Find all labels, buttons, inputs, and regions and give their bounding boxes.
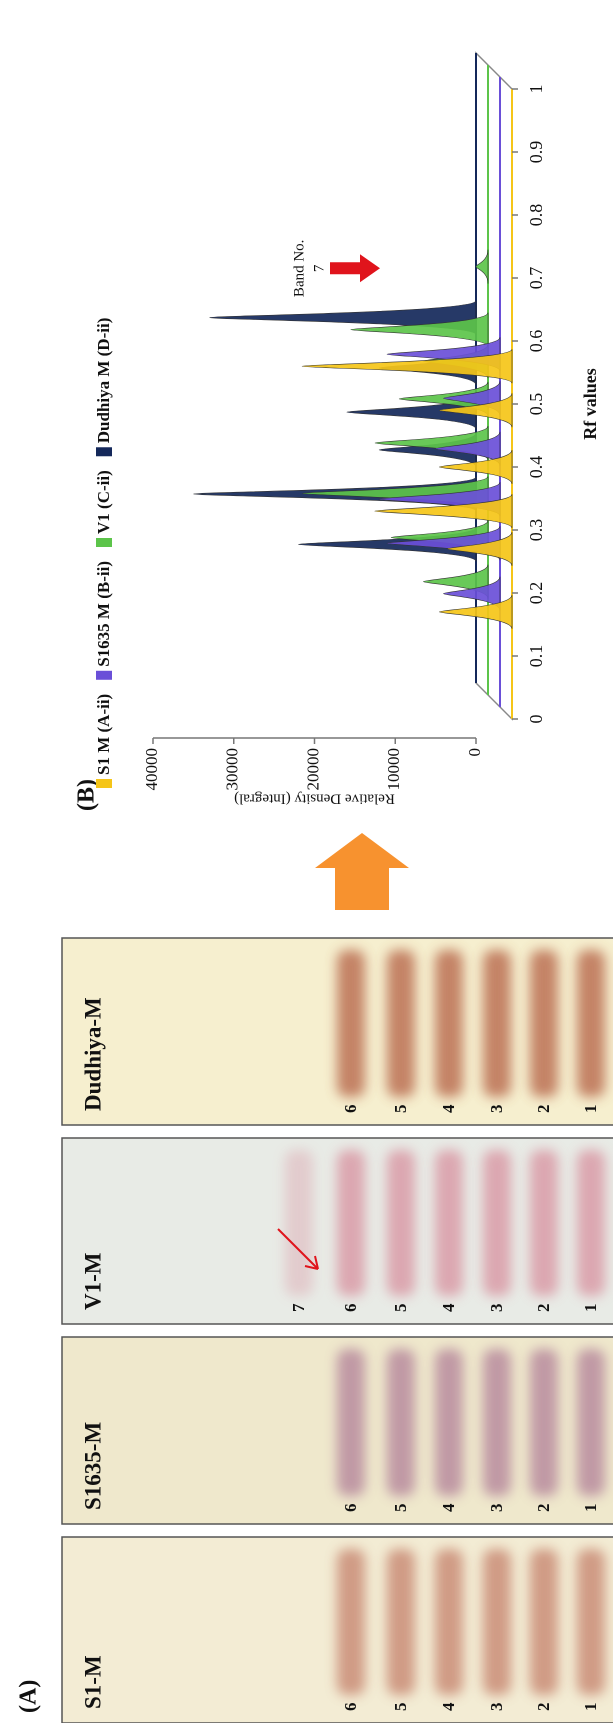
- legend-label: Dudhiya M (D-ii): [94, 318, 113, 444]
- band-number: 5: [391, 1703, 410, 1712]
- band-number: 6: [341, 1504, 360, 1513]
- panel-label: (B): [74, 779, 100, 811]
- y-tick-label: 40000: [142, 748, 161, 791]
- y-axis-label: Relative Density (Integral): [234, 791, 395, 807]
- band-number: 4: [439, 1503, 458, 1512]
- legend-swatch: [96, 671, 112, 680]
- x-tick-label: 0.3: [526, 519, 546, 542]
- lane-label: Dudhiya-M: [80, 997, 105, 1111]
- x-tick-label: 0: [526, 715, 546, 724]
- band-number: 1: [581, 1504, 600, 1513]
- band-number: 2: [534, 1703, 553, 1712]
- band-number: 4: [439, 1104, 458, 1113]
- tlc-band: [387, 1549, 415, 1695]
- tlc-band: [337, 1549, 365, 1695]
- rotated-figure: (A) (B) 1 2 3 4 5 6 S1-M 1 2 3 4 5 6 S1635-M 1 2 3 4 5 6 7 V1…: [16, 53, 613, 1723]
- x-tick-label: 0.1: [526, 645, 546, 668]
- band-number: 3: [487, 1703, 506, 1712]
- annotation: Band No.: [291, 240, 307, 298]
- x-tick-label: 0.2: [526, 582, 546, 605]
- legend-label: V1 (C-ii): [94, 470, 113, 534]
- band-number: 5: [391, 1304, 410, 1313]
- band-number: 4: [439, 1303, 458, 1312]
- tlc-band: [435, 1150, 463, 1296]
- x-tick-label: 0.8: [526, 204, 546, 227]
- band-number: 6: [341, 1105, 360, 1114]
- band-number: 3: [487, 1304, 506, 1313]
- tlc-band: [435, 950, 463, 1097]
- lane-label: S1635-M: [80, 1422, 105, 1510]
- x-tick-label: 0.4: [526, 456, 546, 479]
- tlc-band: [577, 1150, 605, 1296]
- lane-label: V1-M: [80, 1252, 105, 1310]
- panel-label: (A): [16, 1680, 42, 1713]
- band-number: 2: [534, 1105, 553, 1114]
- tlc-band: [337, 1150, 365, 1296]
- band-number: 7: [289, 1303, 308, 1312]
- band-number: 5: [391, 1105, 410, 1114]
- tlc-band: [483, 950, 511, 1097]
- band-number: 5: [391, 1504, 410, 1513]
- y-tick-label: 20000: [303, 748, 322, 791]
- tlc-band: [285, 1150, 313, 1296]
- band-number: 1: [581, 1703, 600, 1712]
- tlc-band: [387, 950, 415, 1097]
- tlc-band: [530, 1349, 558, 1496]
- tlc-band: [483, 1349, 511, 1496]
- tlc-band: [577, 1549, 605, 1695]
- band-number: 2: [534, 1304, 553, 1313]
- tlc-band: [387, 1150, 415, 1296]
- y-tick-label: 0: [465, 748, 484, 757]
- band-number: 2: [534, 1504, 553, 1513]
- legend-swatch: [96, 779, 112, 788]
- tlc-band: [530, 1549, 558, 1695]
- band-number: 4: [439, 1702, 458, 1711]
- legend-swatch: [96, 447, 112, 456]
- lane-label: S1-M: [80, 1655, 105, 1709]
- band-number: 6: [341, 1703, 360, 1712]
- x-tick-label: 0.7: [526, 267, 546, 290]
- tlc-band: [435, 1549, 463, 1695]
- tlc-band: [435, 1349, 463, 1496]
- figure-canvas: (A) (B) 1 2 3 4 5 6 S1-M 1 2 3 4 5 6 S1635-M 1 2 3 4 5 6 7 V1…: [0, 0, 613, 1723]
- annotation-arrow: [330, 254, 380, 282]
- x-tick-label: 0.6: [526, 330, 546, 353]
- y-tick-label: 30000: [223, 748, 242, 791]
- orange-arrow: [315, 833, 409, 910]
- band-number: 1: [581, 1105, 600, 1114]
- tlc-band: [483, 1150, 511, 1296]
- tlc-band: [337, 950, 365, 1097]
- x-tick-label: 0.5: [526, 393, 546, 416]
- figure: (A) (B) 1 2 3 4 5 6 S1-M 1 2 3 4 5 6 S1635-M 1 2 3 4 5 6 7 V1…: [0, 0, 613, 1723]
- annotation-band: 7: [311, 264, 327, 272]
- tlc-band: [530, 950, 558, 1097]
- peak: [476, 250, 488, 284]
- tlc-band: [337, 1349, 365, 1496]
- tlc-band: [577, 950, 605, 1097]
- y-tick-label: 10000: [384, 748, 403, 791]
- band-number: 3: [487, 1105, 506, 1114]
- x-tick-label: 0.9: [526, 141, 546, 164]
- band-number: 1: [581, 1304, 600, 1313]
- legend-label: S1 M (A-ii): [94, 694, 113, 775]
- tlc-band: [577, 1349, 605, 1496]
- x-tick-label: 1: [526, 85, 546, 94]
- legend-swatch: [96, 538, 112, 547]
- tlc-band: [530, 1150, 558, 1296]
- x-axis-label: Rf values: [580, 368, 600, 440]
- tlc-band: [483, 1549, 511, 1695]
- band-number: 3: [487, 1504, 506, 1513]
- tlc-band: [387, 1349, 415, 1496]
- band-number: 6: [341, 1304, 360, 1313]
- legend-label: S1635 M (B-ii): [94, 561, 113, 667]
